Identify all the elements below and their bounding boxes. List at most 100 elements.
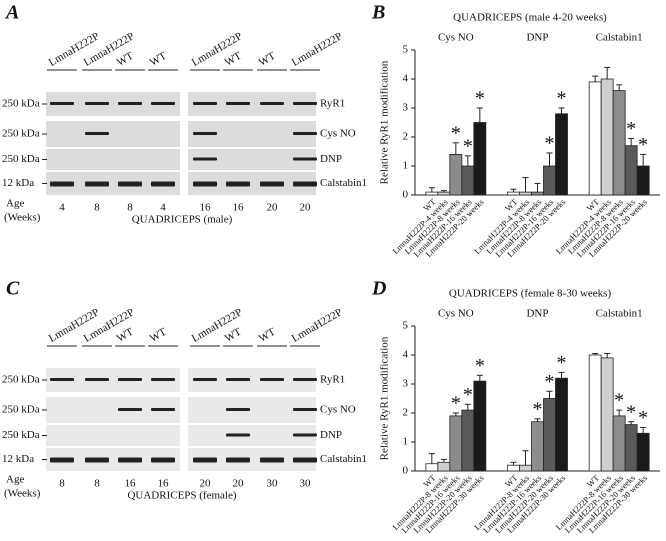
- blot-band: [260, 457, 284, 463]
- y-tick-label: 2: [403, 407, 409, 419]
- blot-strip: [188, 149, 316, 170]
- bar: [531, 421, 544, 472]
- lane-header: WT: [148, 326, 169, 345]
- significance: *: [463, 384, 473, 406]
- blot-band: [293, 457, 317, 463]
- panel-letter: C: [6, 278, 20, 300]
- blot-band: [118, 378, 142, 381]
- bar: [588, 81, 602, 196]
- age: 30: [267, 478, 279, 490]
- blot-band: [151, 408, 175, 411]
- kda-label: 250 kDa: [2, 128, 40, 140]
- bar: [449, 153, 463, 196]
- y-axis-label: Relative RyR1 modification: [379, 60, 391, 184]
- bar: [555, 113, 568, 196]
- bar: [437, 191, 451, 196]
- blot-band: [50, 102, 74, 105]
- bar: [588, 354, 602, 472]
- bar: [555, 377, 568, 472]
- bar: [461, 409, 475, 472]
- significance: *: [545, 371, 555, 393]
- bar: [519, 191, 532, 196]
- significance: *: [451, 122, 461, 144]
- age-label: Age: [6, 474, 24, 486]
- age: 8: [94, 202, 100, 214]
- blot-band: [293, 408, 317, 411]
- age: 4: [160, 202, 166, 214]
- significance: *: [626, 401, 636, 423]
- age: 8: [94, 478, 100, 490]
- kda-label: 250 kDa: [2, 98, 40, 110]
- blot-band: [118, 408, 142, 411]
- blot-strip: [46, 149, 180, 170]
- significance: *: [638, 407, 648, 429]
- kda-label: 12 kDa: [2, 177, 34, 189]
- age: 16: [200, 202, 212, 214]
- blot-band: [85, 132, 109, 135]
- y-tick-label: 0: [403, 465, 409, 477]
- blot-band: [50, 378, 74, 381]
- bar: [636, 165, 650, 196]
- significance: *: [463, 135, 473, 157]
- bar: [612, 90, 626, 196]
- lane-header: LmnaH222P: [290, 30, 345, 69]
- blot-band: [293, 181, 317, 187]
- blot-band: [293, 102, 317, 105]
- blot-caption: QUADRICEPS (female): [127, 490, 236, 502]
- blot-band: [151, 378, 175, 381]
- significance: *: [626, 118, 636, 140]
- group-label: Calstabin1: [596, 308, 643, 320]
- bar: [473, 122, 487, 196]
- kda-label: 250 kDa: [2, 429, 40, 441]
- blot-band: [226, 457, 250, 463]
- y-tick-label: 4: [403, 73, 409, 85]
- blot-band: [260, 102, 284, 105]
- y-tick-label: 3: [403, 378, 409, 390]
- bar: [612, 415, 626, 472]
- y-tick-label: 2: [403, 131, 409, 143]
- blot-band: [193, 181, 217, 187]
- lane-header: LmnaH222P: [290, 306, 345, 345]
- lane-header: WT: [115, 50, 136, 69]
- blot-band: [85, 457, 109, 463]
- lane-header: WT: [148, 50, 169, 69]
- bar: [507, 191, 520, 196]
- bar: [519, 464, 532, 472]
- blot-band: [293, 433, 317, 437]
- bar: [449, 415, 463, 472]
- age: 20: [300, 202, 312, 214]
- kda-label: 250 kDa: [2, 153, 40, 165]
- band-label: Cys NO: [320, 128, 356, 140]
- band-label: Calstabin1: [320, 177, 367, 189]
- panel-letter: A: [4, 2, 19, 24]
- age-label: (Weeks): [4, 488, 41, 500]
- blot-band: [226, 408, 250, 411]
- group-label: Cys NO: [438, 308, 474, 320]
- bar: [425, 463, 439, 472]
- bar: [437, 461, 451, 472]
- age-label: (Weeks): [4, 212, 41, 224]
- blot-band: [226, 433, 250, 437]
- y-tick-label: 1: [403, 160, 409, 172]
- age: 16: [233, 202, 245, 214]
- lane-header: WT: [257, 326, 278, 345]
- y-tick-label: 0: [403, 189, 409, 201]
- blot-caption: QUADRICEPS (male): [132, 214, 233, 226]
- chart-title: QUADRICEPS (male 4-20 weeks): [453, 12, 607, 24]
- blot-band: [193, 378, 217, 381]
- blot-band: [151, 457, 175, 463]
- y-tick-label: 5: [403, 320, 409, 332]
- blot-band: [85, 102, 109, 105]
- group-label: Cys NO: [438, 32, 474, 44]
- blot-band: [226, 378, 250, 381]
- age: 8: [59, 478, 65, 490]
- significance: *: [545, 133, 555, 155]
- blot-band: [226, 181, 250, 187]
- blot-band: [193, 157, 217, 161]
- blot-band: [118, 181, 142, 187]
- bar: [425, 191, 439, 196]
- panel-letter: D: [371, 278, 386, 300]
- significance: *: [451, 393, 461, 415]
